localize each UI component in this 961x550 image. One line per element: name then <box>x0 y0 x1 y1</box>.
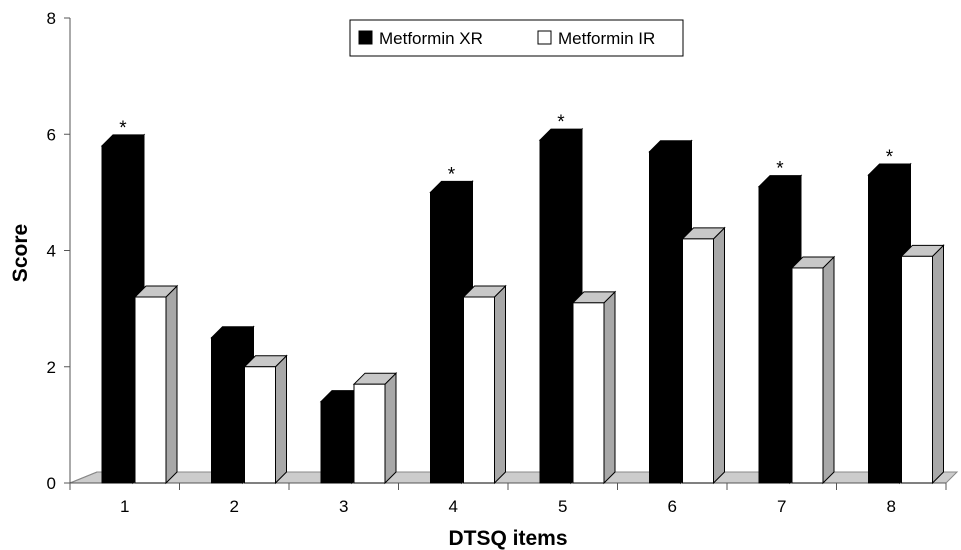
bar-ir-1-side <box>165 284 178 485</box>
x-tick-label: 2 <box>230 497 239 516</box>
bar-ir-5 <box>571 290 617 485</box>
bar-ir-3 <box>352 371 398 485</box>
legend-label-xr: Metformin XR <box>379 29 483 48</box>
x-tick-label: 1 <box>120 497 129 516</box>
bar-ir-2-side <box>275 354 287 485</box>
x-tick-label: 4 <box>449 497 458 516</box>
legend-label-ir: Metformin IR <box>558 29 655 48</box>
bar-ir-7-front <box>791 267 824 484</box>
bar-xr-4-front <box>430 191 462 484</box>
bar-ir-8 <box>900 244 945 485</box>
x-tick-label: 7 <box>777 497 786 516</box>
legend-swatch-xr <box>358 30 373 45</box>
bar-ir-1 <box>133 284 179 485</box>
bar-xr-5-front <box>539 139 572 484</box>
significance-marker: * <box>119 118 127 139</box>
bar-ir-5-front <box>572 302 605 484</box>
bar-ir-6-side <box>713 226 725 485</box>
bar-xr-8-front <box>868 174 900 484</box>
bar-xr-1-front <box>101 145 134 484</box>
bar-xr-7-front <box>758 186 791 484</box>
significance-marker: * <box>448 164 456 185</box>
x-tick-label: 3 <box>339 497 348 516</box>
y-tick-label: 2 <box>47 358 56 377</box>
bar-ir-6 <box>681 226 726 485</box>
x-tick-label: 8 <box>887 497 896 516</box>
bar-ir-8-front <box>901 255 933 484</box>
bar-ir-2 <box>243 354 288 485</box>
significance-marker: * <box>886 147 894 168</box>
x-axis-title: DTSQ items <box>448 527 567 550</box>
y-tick-label: 4 <box>47 242 56 261</box>
significance-marker: * <box>776 159 784 180</box>
bar-ir-3-front <box>353 383 386 484</box>
bar-ir-7-side <box>822 255 835 485</box>
x-tick-label: 5 <box>558 497 567 516</box>
x-tick-label: 6 <box>668 497 677 516</box>
floor-back-edge <box>69 471 98 484</box>
bar-ir-8-side <box>932 244 944 485</box>
bar-ir-4-front <box>463 296 495 484</box>
y-tick-label: 8 <box>47 9 56 28</box>
bar-xr-1 <box>100 133 146 485</box>
bar-xr-3-front <box>320 401 353 484</box>
significance-marker: * <box>557 112 565 133</box>
bar-ir-4-side <box>494 284 506 485</box>
bar-ir-4 <box>462 284 507 485</box>
legend-frame <box>349 19 684 57</box>
bar-ir-3-side <box>384 371 397 485</box>
legend-swatch-ir <box>537 30 552 45</box>
bar-ir-1-front <box>134 296 167 484</box>
bar-ir-7 <box>790 255 836 485</box>
legend: Metformin XR Metformin IR <box>349 19 684 57</box>
bars <box>100 127 945 485</box>
tick-labels: 0 2 4 6 8 1 * 2 3 4 * 5 * 6 7 * 8 * <box>47 9 896 516</box>
bar-xr-2-front <box>211 337 243 484</box>
bar-ir-5-side <box>603 290 616 485</box>
y-tick-label: 0 <box>47 474 56 493</box>
bar-ir-6-front <box>682 238 714 484</box>
bar-ir-2-front <box>244 366 276 484</box>
y-tick-label: 6 <box>47 125 56 144</box>
bar-xr-6-front <box>649 151 681 484</box>
y-axis-title: Score <box>9 224 32 282</box>
